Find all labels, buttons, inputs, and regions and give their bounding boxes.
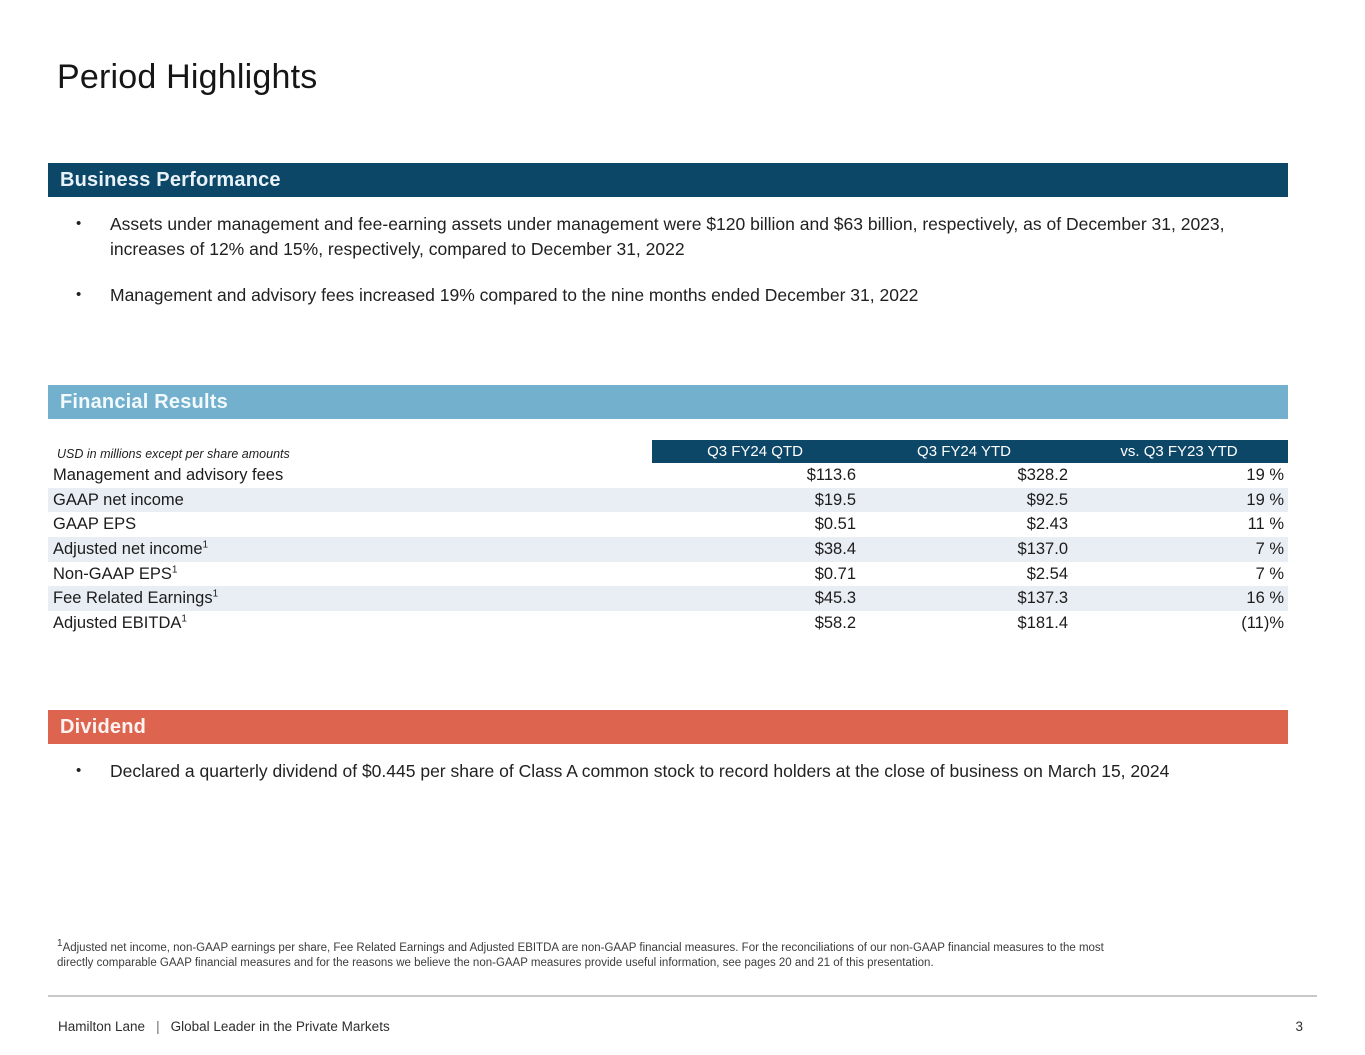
section-heading-label: Dividend: [60, 715, 147, 738]
bullet-text: Management and advisory fees increased 1…: [110, 285, 919, 305]
cell-ytd: $2.54: [1026, 564, 1068, 583]
bullet-text: Assets under management and fee-earning …: [110, 214, 1225, 259]
footer-tagline: Global Leader in the Private Markets: [170, 1019, 390, 1034]
page-number: 3: [1295, 1019, 1303, 1034]
column-header-qtd: Q3 FY24 QTD: [707, 443, 803, 460]
cell-qtd: $45.3: [814, 589, 856, 608]
table-row: Non-GAAP EPS1 $0.71 $2.54 7 %: [48, 561, 1288, 587]
cell-ytd: $328.2: [1017, 465, 1068, 484]
table-row: Management and advisory fees $113.6 $328…: [48, 463, 1288, 488]
table-row: Adjusted net income1 $38.4 $137.0 7 %: [48, 537, 1288, 562]
cell-ytd: $137.3: [1017, 589, 1068, 608]
list-item: • Assets under management and fee-earnin…: [48, 212, 1288, 262]
section-heading-label: Business Performance: [60, 168, 281, 191]
cell-vs-change: 19 %: [1246, 465, 1284, 484]
footnote: 1Adjusted net income, non-GAAP earnings …: [57, 938, 1237, 971]
dividend-bullet-list: • Declared a quarterly dividend of $0.44…: [48, 759, 1288, 805]
cell-vs-change: 16 %: [1246, 589, 1284, 608]
row-label: Non-GAAP EPS1: [53, 564, 178, 583]
row-label: Adjusted net income1: [53, 539, 209, 558]
footnote-marker: 1: [202, 539, 209, 551]
cell-vs-change: 7 %: [1255, 564, 1284, 583]
cell-qtd: $19.5: [814, 490, 856, 509]
footnote-marker: 1: [57, 938, 63, 950]
cell-ytd: $137.0: [1017, 539, 1068, 558]
cell-ytd: $2.43: [1026, 515, 1068, 534]
financial-table-header: Q3 FY24 QTD Q3 FY24 YTD vs. Q3 FY23 YTD: [652, 440, 1288, 463]
footer-brand: Hamilton Lane: [58, 1019, 146, 1034]
footnote-line-1: Adjusted net income, non-GAAP earnings p…: [62, 942, 1104, 954]
bullet-icon: •: [76, 215, 82, 232]
business-bullet-list: • Assets under management and fee-earnin…: [48, 212, 1288, 329]
financial-table-body: Management and advisory fees $113.6 $328…: [48, 463, 1288, 636]
cell-qtd: $0.71: [814, 564, 856, 583]
bullet-icon: •: [76, 762, 82, 779]
table-row: Fee Related Earnings1 $45.3 $137.3 16 %: [48, 586, 1288, 612]
cell-ytd: $181.4: [1017, 613, 1068, 632]
footer-separator: |: [156, 1019, 160, 1034]
section-header-financial-results: Financial Results: [48, 385, 1288, 419]
cell-vs-change: 11 %: [1247, 515, 1284, 534]
footnote-line-2: directly comparable GAAP financial measu…: [57, 957, 934, 969]
table-row: GAAP net income $19.5 $92.5 19 %: [48, 487, 1288, 513]
row-label: Adjusted EBITDA1: [53, 613, 187, 632]
cell-qtd: $113.6: [806, 465, 856, 484]
page-title: Period Highlights: [57, 58, 318, 96]
cell-vs-change: 19 %: [1246, 490, 1284, 509]
table-row: GAAP EPS $0.51 $2.43 11 %: [48, 512, 1288, 538]
cell-vs-change: (11)%: [1241, 613, 1284, 632]
column-header-ytd: Q3 FY24 YTD: [917, 443, 1011, 460]
footnote-marker: 1: [212, 588, 219, 600]
bullet-text: Declared a quarterly dividend of $0.445 …: [110, 761, 1170, 781]
column-header-vs: vs. Q3 FY23 YTD: [1120, 443, 1238, 460]
footer-divider: [48, 995, 1317, 997]
list-item: • Declared a quarterly dividend of $0.44…: [48, 759, 1288, 784]
footnote-marker: 1: [171, 564, 178, 576]
section-heading-label: Financial Results: [60, 390, 228, 413]
footer: Hamilton Lane | Global Leader in the Priva…: [58, 1019, 390, 1034]
row-label: GAAP EPS: [53, 515, 137, 534]
row-label: GAAP net income: [53, 490, 184, 509]
cell-qtd: $38.4: [814, 539, 856, 558]
table-row: Adjusted EBITDA1 $58.2 $181.4 (11)%: [48, 611, 1288, 636]
table-units-note: USD in millions except per share amounts: [57, 447, 290, 461]
cell-qtd: $58.2: [814, 613, 856, 632]
section-header-business-performance: Business Performance: [48, 163, 1288, 197]
cell-vs-change: 7 %: [1255, 539, 1284, 558]
list-item: • Management and advisory fees increased…: [48, 283, 1288, 308]
cell-qtd: $0.51: [814, 515, 856, 534]
row-label: Management and advisory fees: [53, 465, 284, 484]
bullet-icon: •: [76, 286, 82, 303]
section-header-dividend: Dividend: [48, 710, 1288, 744]
row-label: Fee Related Earnings1: [53, 588, 219, 608]
cell-ytd: $92.5: [1026, 490, 1068, 509]
footnote-marker: 1: [181, 613, 187, 625]
